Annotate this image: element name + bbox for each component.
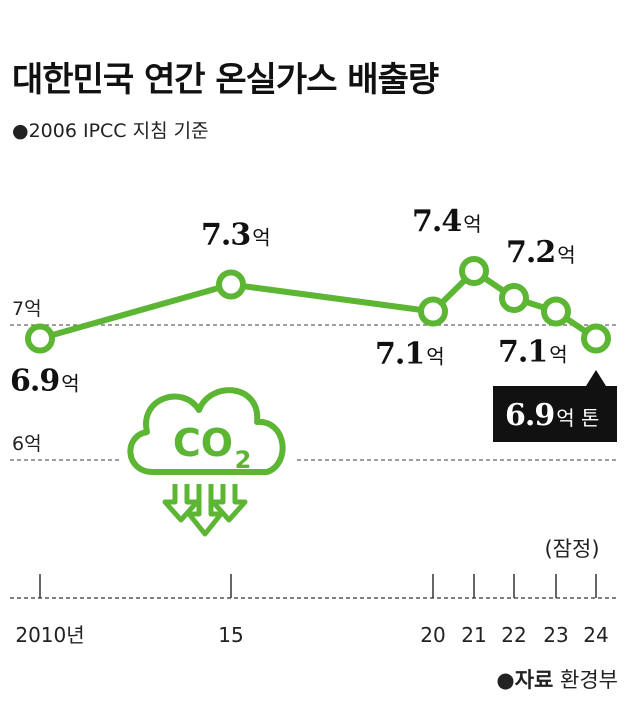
data-point-2015 — [216, 269, 246, 300]
latest-value-callout — [493, 370, 617, 442]
value-label-2010: 6.9 억 — [10, 364, 80, 399]
gridlines: 7억 6억 — [10, 298, 618, 463]
data-points — [25, 256, 611, 354]
x-tick-label: 22 — [501, 623, 526, 647]
data-point-2010 — [25, 323, 55, 354]
svg-text:CO: CO — [173, 421, 233, 465]
value-label-2020: 7.1 억 — [375, 337, 445, 372]
source-note: ●자료 환경부 — [496, 664, 618, 694]
value-labels: 6.9 억 7.3 억 7.1 억 7.4 억 7.2 억 7.1 억 6.9 억 톤 — [10, 204, 617, 442]
source-label: 자료 — [514, 668, 554, 692]
gridline-label: 6억 — [12, 433, 42, 455]
value-label-2015: 7.3 억 — [201, 218, 271, 253]
data-point-2022 — [499, 283, 529, 313]
chart-title: 대한민국 연간 온실가스 배출량 — [12, 60, 439, 100]
data-point-2023 — [541, 296, 571, 327]
x-tick-label: 21 — [461, 623, 486, 647]
value-label-2024: 6.9 억 톤 — [505, 398, 599, 433]
provisional-annotation: (잠정) — [544, 537, 599, 561]
x-tick-label: 20 — [420, 623, 445, 647]
svg-text:2: 2 — [235, 446, 252, 474]
x-tick-label: 15 — [218, 623, 243, 647]
value-label-2022: 7.2 억 — [506, 235, 576, 270]
x-tick-label: 23 — [543, 623, 568, 647]
gridline-label: 7억 — [12, 298, 42, 320]
source-name: 환경부 — [560, 668, 618, 692]
data-point-2021 — [459, 256, 489, 286]
co2-cloud-icon: CO 2 — [127, 387, 286, 537]
value-label-2023: 7.1 억 — [498, 335, 568, 370]
data-point-2024 — [581, 323, 611, 354]
x-tick-label: 2010년 — [15, 623, 84, 647]
x-ticks: 2010년 15 20 21 22 23 24 — [15, 574, 609, 647]
value-label-2021: 7.4 억 — [412, 204, 482, 239]
data-point-2020 — [418, 296, 448, 327]
x-tick-label: 24 — [583, 623, 608, 647]
source-bullet: ● — [496, 668, 515, 692]
chart-subtitle: ●2006 IPCC 지침 기준 — [12, 120, 209, 142]
